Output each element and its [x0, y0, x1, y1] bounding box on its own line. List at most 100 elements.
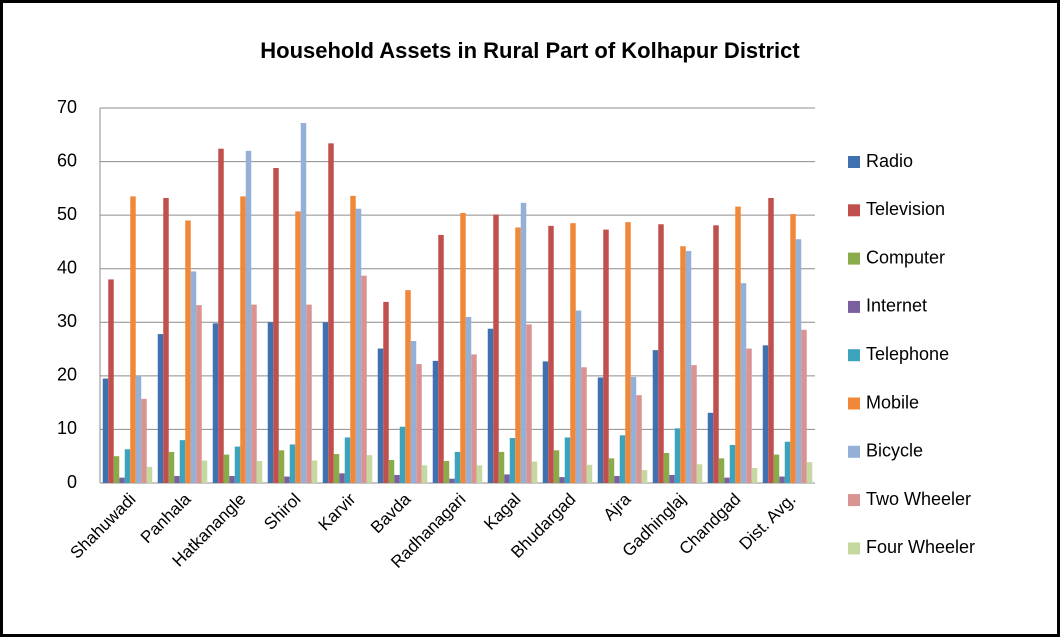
legend-swatch: [848, 349, 860, 362]
bar: [421, 465, 428, 483]
bar: [130, 196, 136, 483]
bar: [658, 224, 664, 483]
bar: [306, 304, 312, 483]
bar: [267, 322, 274, 483]
y-tick-label: 0: [67, 472, 77, 492]
bar: [311, 460, 318, 483]
bar: [124, 449, 131, 483]
bar: [394, 474, 400, 483]
bar: [531, 461, 538, 483]
legend-swatch: [848, 542, 860, 555]
y-tick-label: 40: [57, 257, 77, 277]
y-tick-label: 70: [57, 97, 77, 117]
bar: [641, 470, 648, 483]
bar: [322, 322, 329, 483]
bar: [273, 168, 279, 483]
legend-label: Four Wheeler: [866, 537, 975, 557]
bar: [443, 461, 450, 483]
bar: [713, 225, 719, 484]
bar: [157, 334, 164, 483]
legend-swatch: [848, 252, 860, 265]
bar: [471, 354, 477, 483]
bar: [102, 378, 109, 483]
bar: [724, 477, 730, 483]
bar: [361, 275, 367, 483]
bar: [223, 454, 230, 483]
bar: [256, 461, 263, 483]
bar: [806, 462, 813, 483]
bar: [729, 444, 736, 483]
bar: [339, 473, 345, 483]
bar: [350, 195, 356, 483]
bar: [328, 143, 334, 483]
bar: [751, 468, 758, 483]
bar: [190, 271, 197, 483]
legend-label: Mobile: [866, 392, 919, 412]
bar: [168, 451, 175, 483]
bar: [449, 478, 455, 483]
legend-label: Telephone: [866, 344, 949, 364]
bar: [377, 348, 384, 483]
bar: [465, 316, 472, 483]
bar: [559, 477, 565, 483]
chart-title: Household Assets in Rural Part of Kolhap…: [260, 38, 800, 63]
legend-label: Television: [866, 199, 945, 219]
bar: [663, 453, 670, 483]
bar: [201, 460, 208, 483]
bar: [146, 466, 153, 483]
bar: [355, 208, 362, 483]
bar: [108, 279, 114, 483]
bar: [399, 426, 406, 483]
y-tick-label: 60: [57, 150, 77, 170]
bar: [614, 476, 620, 483]
bar: [135, 375, 142, 483]
legend-swatch: [848, 156, 860, 168]
bar: [163, 198, 169, 483]
bar: [603, 229, 609, 483]
bar: [801, 329, 807, 483]
bar: [185, 220, 191, 483]
bar: [460, 213, 466, 483]
bar: [784, 441, 791, 483]
bar: [696, 464, 703, 483]
bar: [768, 198, 774, 483]
bar: [636, 395, 642, 483]
bar: [383, 301, 389, 483]
bar: [410, 341, 417, 483]
legend-swatch: [848, 300, 860, 313]
bar: [344, 437, 351, 483]
bar: [498, 451, 505, 483]
bar: [278, 450, 285, 483]
bar: [212, 323, 219, 483]
bar: [669, 474, 675, 483]
y-tick-label: 20: [57, 365, 77, 385]
bar: [773, 454, 780, 483]
bar: [762, 345, 769, 483]
bar: [570, 223, 576, 483]
bar: [630, 376, 637, 483]
legend-swatch: [848, 204, 860, 217]
bar: [707, 412, 714, 483]
bar: [509, 438, 516, 483]
bar: [735, 206, 741, 484]
bar: [581, 367, 587, 483]
bar: [597, 377, 604, 483]
bar: [718, 458, 725, 483]
bar: [284, 476, 290, 483]
bar: [388, 459, 395, 483]
bar: [251, 304, 257, 483]
bar: [586, 464, 593, 483]
bar: [113, 456, 120, 483]
bar: [520, 202, 527, 484]
bar: [790, 214, 796, 484]
legend-label: Computer: [866, 247, 945, 267]
bar: [416, 364, 422, 483]
bar: [740, 283, 747, 483]
bar: [619, 435, 626, 483]
legend-swatch: [848, 445, 860, 458]
legend-label: Bicycle: [866, 441, 923, 461]
bar: [366, 455, 373, 483]
bar: [245, 150, 252, 483]
